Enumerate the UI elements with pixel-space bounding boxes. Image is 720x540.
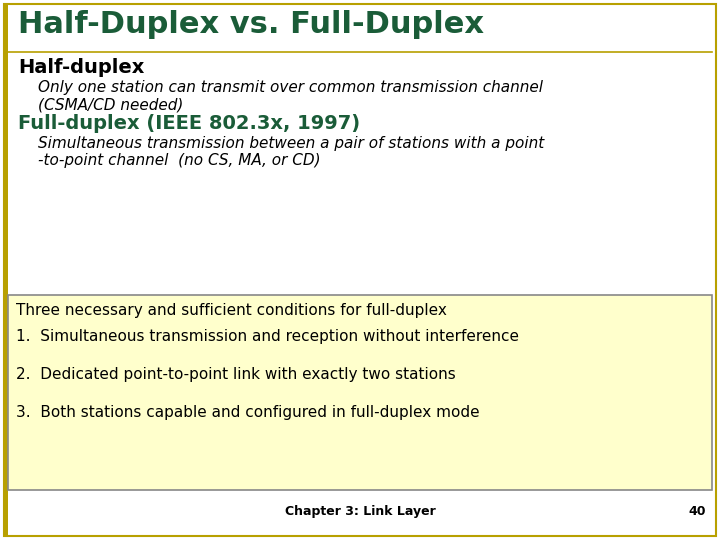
Text: Chapter 3: Link Layer: Chapter 3: Link Layer bbox=[284, 505, 436, 518]
Text: (CSMA/CD needed): (CSMA/CD needed) bbox=[38, 97, 184, 112]
Text: Only one station can transmit over common transmission channel: Only one station can transmit over commo… bbox=[38, 80, 543, 95]
Text: 2.  Dedicated point-to-point link with exactly two stations: 2. Dedicated point-to-point link with ex… bbox=[16, 367, 456, 382]
Text: Half-Duplex vs. Full-Duplex: Half-Duplex vs. Full-Duplex bbox=[18, 10, 484, 39]
Text: 40: 40 bbox=[688, 505, 706, 518]
Text: Full-duplex (IEEE 802.3x, 1997): Full-duplex (IEEE 802.3x, 1997) bbox=[18, 114, 360, 133]
Text: Simultaneous transmission between a pair of stations with a point: Simultaneous transmission between a pair… bbox=[38, 136, 544, 151]
Text: Half-duplex: Half-duplex bbox=[18, 58, 145, 77]
Bar bbox=[8, 295, 712, 490]
Text: 3.  Both stations capable and configured in full-duplex mode: 3. Both stations capable and configured … bbox=[16, 405, 480, 420]
Bar bbox=[4, 4, 8, 536]
Text: 1.  Simultaneous transmission and reception without interference: 1. Simultaneous transmission and recepti… bbox=[16, 329, 519, 344]
Text: Three necessary and sufficient conditions for full-duplex: Three necessary and sufficient condition… bbox=[16, 303, 447, 318]
Text: -to-point channel  (no CS, MA, or CD): -to-point channel (no CS, MA, or CD) bbox=[38, 153, 320, 168]
